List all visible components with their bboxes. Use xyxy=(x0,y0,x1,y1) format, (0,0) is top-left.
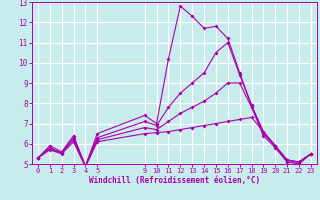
X-axis label: Windchill (Refroidissement éolien,°C): Windchill (Refroidissement éolien,°C) xyxy=(89,176,260,185)
